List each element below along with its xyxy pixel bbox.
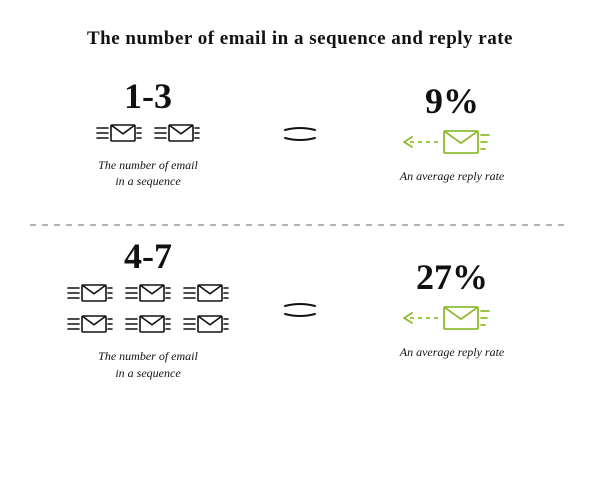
- envelope-icon: [124, 282, 172, 309]
- infographic-canvas: The number of email in a sequence and re…: [0, 0, 600, 500]
- infographic-title: The number of email in a sequence and re…: [30, 28, 570, 50]
- envelope-icon: [182, 313, 230, 340]
- reply-rate-block: 9% An average reply rate: [352, 83, 552, 184]
- reply-rate-value: 9%: [425, 83, 479, 119]
- envelope-icon-group: [95, 122, 201, 149]
- comparison-row: 4-7 The number of emailin a sequence: [30, 238, 570, 380]
- email-count-block: 4-7 The number of emailin a sequence: [48, 238, 248, 380]
- envelope-icon-group: [48, 282, 248, 340]
- envelope-icon: [66, 282, 114, 309]
- comparison-row: 1-3 The number of emailin a sequence 9%: [30, 78, 570, 189]
- email-count-caption: The number of emailin a sequence: [98, 348, 198, 380]
- equals-sign: [270, 300, 330, 320]
- reply-rate-value: 27%: [416, 259, 488, 295]
- reply-envelope-icon: [392, 303, 512, 338]
- envelope-icon: [153, 122, 201, 149]
- range-label: 4-7: [124, 238, 172, 274]
- email-count-caption: The number of emailin a sequence: [98, 157, 198, 189]
- envelope-icon: [124, 313, 172, 340]
- equals-sign: [270, 124, 330, 144]
- envelope-icon: [182, 282, 230, 309]
- equals-icon: [282, 300, 318, 320]
- email-count-block: 1-3 The number of emailin a sequence: [48, 78, 248, 189]
- envelope-icon: [66, 313, 114, 340]
- reply-rate-caption: An average reply rate: [400, 168, 505, 184]
- reply-rate-caption: An average reply rate: [400, 344, 505, 360]
- divider-line: [30, 213, 570, 214]
- envelope-icon: [95, 122, 143, 149]
- range-label: 1-3: [124, 78, 172, 114]
- reply-rate-block: 27% An average reply rate: [352, 259, 552, 360]
- equals-icon: [282, 124, 318, 144]
- reply-envelope-icon: [392, 127, 512, 162]
